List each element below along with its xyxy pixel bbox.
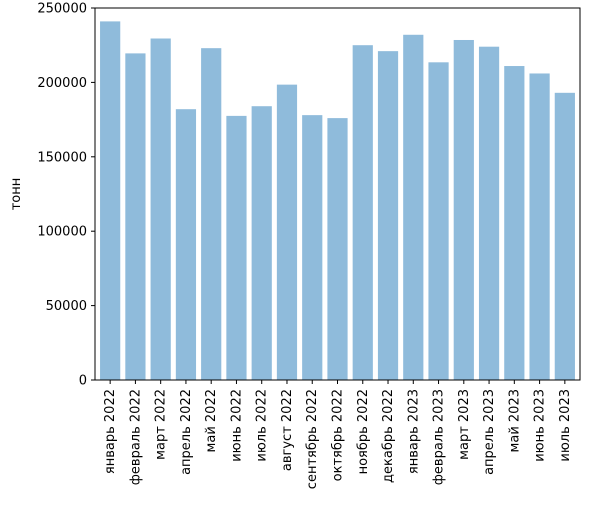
y-tick-label: 100000 — [37, 225, 87, 240]
x-tick-label: февраль 2023 — [432, 389, 447, 485]
x-axis: январь 2022 февраль 2022 март 2022 апрель 2… — [103, 380, 573, 489]
x-tick-label: декабрь 2022 — [381, 389, 396, 483]
y-tick-label: 250000 — [37, 2, 87, 17]
y-tick-label: 200000 — [37, 76, 87, 91]
bars-group — [100, 21, 575, 381]
x-tick-label: март 2022 — [154, 389, 169, 460]
bar — [150, 38, 171, 381]
y-tick-label: 150000 — [37, 150, 87, 165]
x-tick-label: июнь 2022 — [229, 389, 244, 462]
bar — [251, 106, 272, 380]
x-tick-label: март 2023 — [457, 389, 472, 460]
bar — [201, 48, 222, 381]
bar — [327, 118, 348, 380]
x-tick-label: январь 2022 — [103, 389, 118, 474]
x-tick-label: июль 2023 — [558, 389, 573, 462]
x-tick-label: август 2022 — [280, 389, 295, 471]
bar — [478, 46, 500, 381]
bar — [125, 53, 146, 380]
bar — [352, 45, 373, 380]
bar — [453, 39, 474, 380]
bar — [403, 34, 424, 381]
bar — [504, 66, 525, 381]
bar — [100, 21, 121, 381]
x-tick-label: ноябрь 2022 — [356, 389, 371, 474]
x-tick-label: май 2022 — [204, 389, 219, 452]
x-tick-label: апрель 2023 — [482, 389, 497, 475]
x-tick-label: апрель 2022 — [179, 389, 194, 475]
bar — [226, 115, 247, 380]
bar — [175, 109, 197, 381]
bar — [377, 51, 399, 380]
x-tick-label: июнь 2023 — [533, 389, 548, 462]
y-tick-label: 50000 — [46, 299, 87, 314]
bar — [302, 115, 323, 381]
bar — [554, 92, 575, 380]
plot-frame — [94, 7, 581, 381]
y-axis-label: тонн — [9, 178, 24, 211]
y-axis: 0 50000 100000 150000 200000 250000 — [37, 2, 95, 389]
x-tick-label: июль 2022 — [255, 389, 270, 462]
y-tick-label: 0 — [79, 374, 87, 389]
bar — [428, 62, 449, 380]
x-tick-label: февраль 2022 — [128, 389, 143, 485]
bar — [529, 73, 550, 381]
x-tick-label: сентябрь 2022 — [305, 389, 320, 489]
bar — [276, 84, 298, 380]
x-tick-label: май 2023 — [507, 389, 522, 452]
x-tick-label: январь 2023 — [406, 389, 421, 474]
x-tick-label: октябрь 2022 — [331, 389, 346, 481]
